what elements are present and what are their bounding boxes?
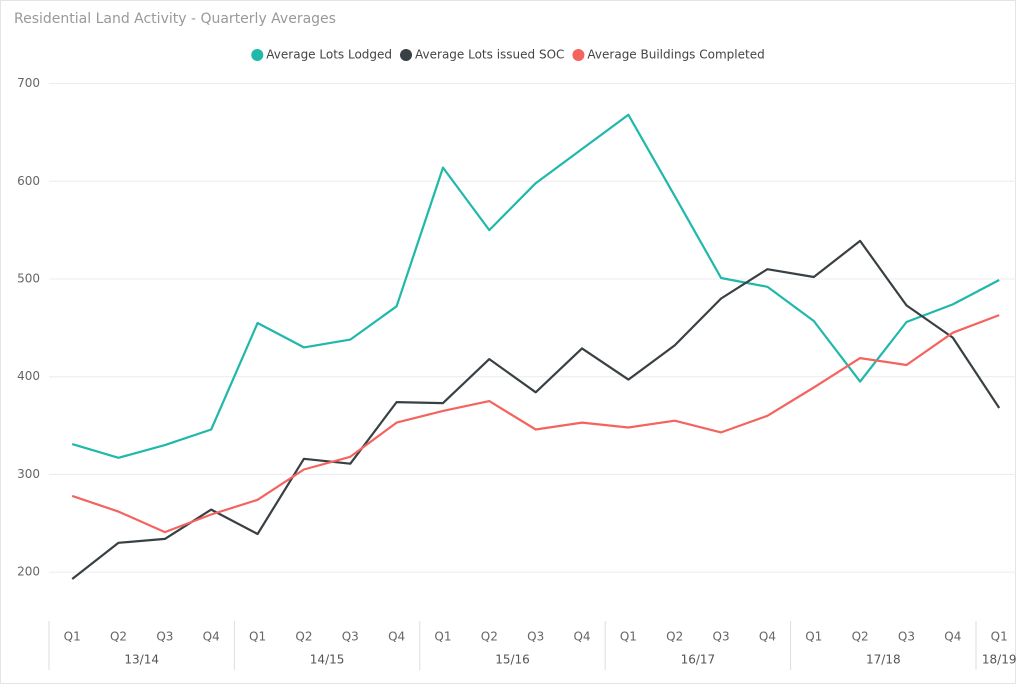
legend-label: Average Lots issued SOC [415, 48, 564, 62]
x-tick-label: Q2 [481, 630, 498, 644]
x-tick-label: Q3 [156, 630, 173, 644]
x-tick-label: Q1 [991, 630, 1008, 644]
y-tick-label: 200 [17, 565, 40, 579]
x-tick-label: Q2 [666, 630, 683, 644]
x-tick-label: Q1 [64, 630, 81, 644]
x-tick-label: Q3 [898, 630, 915, 644]
legend-label: Average Buildings Completed [587, 48, 764, 62]
legend-marker [400, 49, 413, 61]
x-tick-label: Q1 [249, 630, 266, 644]
x-tick-label: Q1 [434, 630, 451, 644]
legend: Average Lots Lodged Average Lots issued S… [251, 48, 765, 62]
x-tick-label: Q2 [852, 630, 869, 644]
y-tick-label: 300 [17, 467, 40, 481]
chart-title: Residential Land Activity - Quarterly Av… [14, 11, 336, 27]
x-group-label: 14/15 [310, 653, 345, 667]
series-line [71, 314, 1000, 534]
x-tick-label: Q4 [759, 630, 776, 644]
x-group-label: 16/17 [681, 653, 716, 667]
x-tick-label: Q1 [620, 630, 637, 644]
legend-marker [572, 49, 585, 61]
x-tick-label: Q1 [805, 630, 822, 644]
series-line [71, 113, 1000, 459]
x-tick-label: Q4 [203, 630, 220, 644]
legend-marker [251, 49, 264, 61]
x-tick-label: Q4 [944, 630, 961, 644]
x-tick-label: Q2 [295, 630, 312, 644]
x-group-label: 15/16 [495, 653, 530, 667]
y-tick-label: 600 [17, 174, 40, 188]
y-tick-label: 400 [17, 369, 40, 383]
series-line [71, 239, 1001, 580]
x-tick-label: Q3 [527, 630, 544, 644]
y-tick-label: 500 [17, 271, 40, 285]
x-tick-label: Q3 [713, 630, 730, 644]
legend-label: Average Lots Lodged [266, 48, 392, 62]
x-tick-label: Q2 [110, 630, 127, 644]
x-group-label: 18/19 [982, 653, 1016, 667]
x-tick-label: Q4 [388, 630, 405, 644]
x-tick-label: Q4 [573, 630, 590, 644]
x-tick-label: Q3 [342, 630, 359, 644]
x-group-label: 13/14 [124, 653, 159, 667]
x-group-label: 17/18 [866, 653, 901, 667]
y-tick-label: 700 [17, 76, 40, 90]
